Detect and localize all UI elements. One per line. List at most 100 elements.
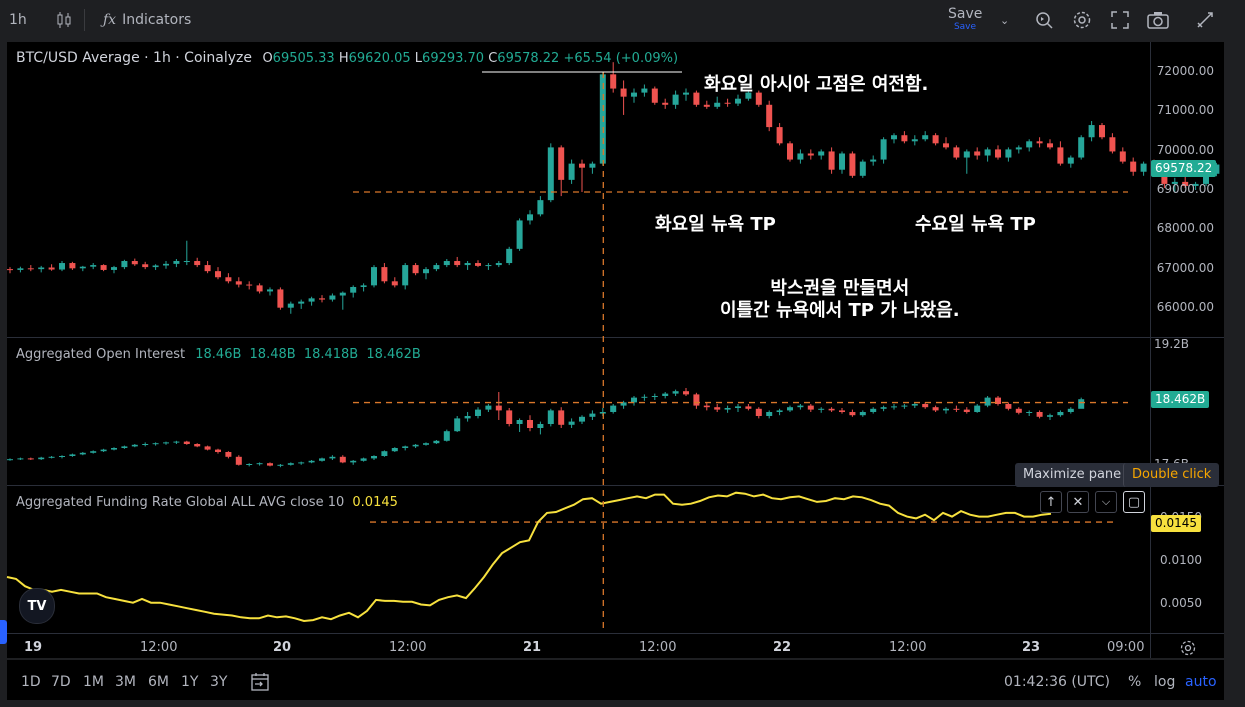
- funding-title[interactable]: Aggregated Funding Rate Global ALL AVG c…: [16, 495, 345, 510]
- price-candle: [131, 261, 138, 265]
- price-candle: [485, 265, 492, 267]
- oi-candle: [911, 404, 918, 406]
- price-candle: [391, 281, 398, 286]
- maximize-pane-tooltip: Maximize pane: [1015, 463, 1130, 487]
- tradingview-logo[interactable]: TV: [19, 588, 55, 624]
- save-sublabel: Save: [953, 22, 977, 32]
- auto-scale-toggle[interactable]: auto: [1185, 674, 1217, 690]
- interval-selector[interactable]: 1h: [9, 0, 27, 40]
- range-3m[interactable]: 3M: [115, 674, 136, 690]
- symbol-title[interactable]: BTC/USD Average · 1h · Coinalyze: [16, 50, 252, 66]
- collapse-icon: ⌵: [1101, 495, 1111, 508]
- delete-pane-button[interactable]: ✕: [1067, 491, 1089, 513]
- percent-scale-toggle[interactable]: %: [1128, 674, 1142, 690]
- annotation-box[interactable]: 박스권을 만들면서 이틀간 뉴욕에서 TP 가 나왔음.: [720, 278, 960, 322]
- oi-candle: [121, 446, 128, 448]
- time-axis-label: 12:00: [140, 640, 178, 655]
- annotation-asia-high[interactable]: 화요일 아시아 고점은 여전함.: [704, 74, 929, 95]
- price-candle: [443, 261, 450, 266]
- utc-clock[interactable]: 01:42:36 (UTC): [1004, 674, 1111, 690]
- oi-candle: [308, 460, 315, 463]
- price-candle: [59, 263, 65, 270]
- oi-candle: [412, 444, 419, 447]
- price-candle: [27, 268, 34, 270]
- price-candle: [194, 261, 201, 266]
- indicators-button[interactable]: ƒx Indicators: [103, 0, 191, 40]
- price-candle: [298, 301, 305, 304]
- range-6m[interactable]: 6M: [148, 674, 169, 690]
- oi-candle: [194, 444, 201, 447]
- price-candle: [17, 268, 24, 270]
- range-1m[interactable]: 1M: [83, 674, 104, 690]
- snapshot-button[interactable]: [1147, 0, 1169, 40]
- oi-candle: [859, 412, 866, 416]
- oi-candle: [1067, 408, 1074, 412]
- last-price-tag: 69578.22: [1151, 160, 1217, 177]
- oi-candle: [620, 402, 627, 406]
- price-candle: [152, 265, 159, 268]
- oi-candle: [1026, 412, 1033, 413]
- funding-rate-line: [6, 491, 1052, 623]
- drawing-toolbar-toggle[interactable]: [1196, 0, 1214, 40]
- close-value: 69578.22: [497, 51, 560, 66]
- axis-settings-button[interactable]: [1179, 639, 1197, 661]
- oi-candle: [256, 463, 263, 465]
- save-label: Save: [948, 6, 983, 22]
- chart-area[interactable]: [7, 42, 1224, 658]
- oi-candle: [610, 405, 617, 412]
- oi-candle: [287, 463, 294, 465]
- chart-type-button[interactable]: [56, 0, 72, 40]
- time-axis-label: 22: [773, 640, 792, 655]
- oi-candle: [963, 409, 970, 412]
- price-candle: [111, 267, 117, 270]
- log-scale-toggle[interactable]: log: [1154, 674, 1176, 690]
- price-candle: [953, 147, 960, 158]
- price-candle: [173, 261, 180, 264]
- price-candle: [433, 265, 440, 270]
- right-margin: [1224, 42, 1245, 658]
- open-value: 69505.33: [272, 51, 335, 66]
- move-pane-up-button[interactable]: ↑: [1040, 491, 1062, 513]
- collapse-pane-button[interactable]: ⌵: [1095, 491, 1117, 513]
- oi-title[interactable]: Aggregated Open Interest: [16, 347, 186, 362]
- fullscreen-button[interactable]: [1111, 0, 1129, 40]
- open-key: O: [262, 51, 273, 66]
- price-axis-label: 67000.00: [1156, 261, 1214, 275]
- price-candle: [745, 92, 752, 99]
- oi-candle: [807, 405, 814, 410]
- price-axis-label: 72000.00: [1156, 64, 1214, 78]
- price-candle: [1140, 163, 1147, 172]
- oi-candle: [641, 396, 648, 398]
- save-dropdown[interactable]: ⌄: [1000, 0, 1009, 40]
- price-candle: [880, 139, 887, 160]
- price-candle: [121, 261, 128, 268]
- range-1y[interactable]: 1Y: [181, 674, 199, 690]
- range-1d[interactable]: 1D: [21, 674, 41, 690]
- main-legend: BTC/USD Average · 1h · Coinalyze O69505.…: [16, 50, 678, 66]
- tv-logo-icon: TV: [27, 598, 47, 614]
- oi-candle: [766, 412, 773, 416]
- range-3y[interactable]: 3Y: [210, 674, 228, 690]
- annotation-wed-tp[interactable]: 수요일 뉴욕 TP: [915, 214, 1036, 235]
- double-click-hint: Double click: [1123, 463, 1220, 487]
- price-candle: [1047, 143, 1053, 148]
- price-candle: [1005, 149, 1012, 158]
- price-axis-label: 68000.00: [1156, 221, 1214, 235]
- price-candle: [339, 292, 346, 296]
- range-7d[interactable]: 7D: [51, 674, 71, 690]
- save-button[interactable]: Save Save: [948, 6, 982, 32]
- left-panel-handle[interactable]: [0, 620, 7, 644]
- quick-search-button[interactable]: [1034, 0, 1054, 40]
- oi-value-0: 18.46B: [195, 347, 242, 362]
- price-axis-label: 70000.00: [1156, 143, 1214, 157]
- time-axis-label: 20: [273, 640, 292, 655]
- oi-candle: [319, 458, 325, 461]
- goto-date-button[interactable]: [249, 660, 271, 704]
- price-candle: [828, 151, 835, 170]
- annotation-tue-tp[interactable]: 화요일 뉴욕 TP: [655, 214, 776, 235]
- settings-button[interactable]: [1072, 0, 1092, 40]
- price-candle: [631, 92, 637, 97]
- maximize-pane-button[interactable]: ▢: [1123, 491, 1145, 513]
- price-candle: [776, 127, 783, 144]
